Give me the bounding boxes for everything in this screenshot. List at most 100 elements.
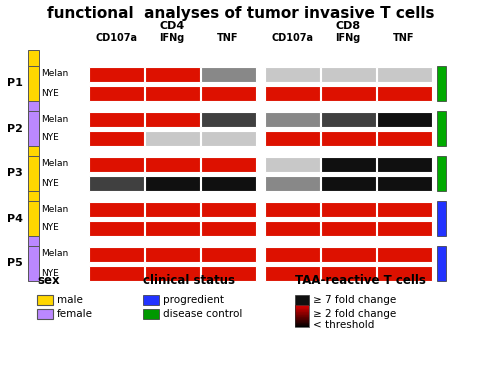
Bar (295, 321, 309, 322)
Bar (28, 230, 39, 265)
Bar (144, 265, 199, 280)
Bar (88, 247, 143, 262)
Bar (377, 175, 431, 190)
Bar (295, 325, 309, 326)
Bar (88, 66, 143, 81)
Text: < threshold: < threshold (313, 320, 374, 330)
Bar (295, 321, 309, 323)
Bar (295, 324, 309, 326)
Bar (377, 131, 431, 146)
Text: Melan: Melan (41, 159, 68, 169)
Bar (295, 324, 309, 325)
Text: disease control: disease control (163, 309, 242, 319)
Bar (437, 246, 446, 281)
Bar (200, 265, 256, 280)
Bar (295, 308, 309, 310)
Bar (144, 220, 199, 235)
Bar (200, 202, 256, 217)
Bar (377, 157, 431, 172)
Bar (437, 111, 446, 146)
Bar (377, 247, 431, 262)
Bar (144, 247, 199, 262)
Bar (28, 156, 39, 191)
Text: NYE: NYE (41, 179, 59, 187)
Bar (321, 247, 375, 262)
Bar (88, 157, 143, 172)
Bar (200, 220, 256, 235)
Text: NYE: NYE (41, 88, 59, 98)
Bar (265, 131, 319, 146)
Bar (377, 66, 431, 81)
Bar (28, 185, 39, 220)
Bar (321, 175, 375, 190)
Bar (295, 305, 309, 327)
Bar (377, 265, 431, 280)
Bar (200, 131, 256, 146)
Text: progredient: progredient (163, 295, 224, 305)
Bar (295, 315, 309, 316)
Bar (265, 202, 319, 217)
Text: Melan: Melan (41, 114, 68, 124)
Bar (88, 111, 143, 126)
Bar (144, 86, 199, 101)
Bar (265, 265, 319, 280)
Bar (321, 220, 375, 235)
Text: NYE: NYE (41, 134, 59, 142)
Bar (321, 131, 375, 146)
Bar (144, 66, 199, 81)
Bar (295, 305, 309, 306)
Bar (88, 265, 143, 280)
Bar (377, 202, 431, 217)
Bar (377, 86, 431, 101)
Bar (321, 111, 375, 126)
Text: CD8: CD8 (335, 21, 361, 31)
Bar (200, 111, 256, 126)
Bar (377, 111, 431, 126)
Bar (321, 66, 375, 81)
Bar (295, 311, 309, 312)
Bar (295, 318, 309, 319)
Bar (295, 312, 309, 313)
Bar (265, 247, 319, 262)
Bar (321, 157, 375, 172)
Bar (144, 175, 199, 190)
Text: CD107a: CD107a (95, 33, 137, 43)
Bar (144, 157, 199, 172)
Text: Melan: Melan (41, 70, 68, 78)
Bar (37, 309, 53, 319)
Bar (321, 265, 375, 280)
Text: P1: P1 (7, 78, 23, 88)
Bar (295, 322, 309, 323)
Text: functional  analyses of tumor invasive T cells: functional analyses of tumor invasive T … (47, 6, 435, 21)
Bar (377, 220, 431, 235)
Bar (88, 86, 143, 101)
Text: NYE: NYE (41, 268, 59, 278)
Bar (295, 295, 309, 305)
Bar (295, 326, 309, 327)
Text: ≥ 7 fold change: ≥ 7 fold change (313, 295, 396, 305)
Bar (200, 86, 256, 101)
Bar (143, 295, 159, 305)
Text: IFNg: IFNg (159, 33, 185, 43)
Bar (295, 310, 309, 311)
Text: IFNg: IFNg (335, 33, 361, 43)
Bar (143, 309, 159, 319)
Bar (28, 50, 39, 85)
Bar (321, 202, 375, 217)
Bar (28, 201, 39, 236)
Text: TAA-reactive T cells: TAA-reactive T cells (295, 274, 426, 287)
Bar (295, 317, 309, 318)
Text: P3: P3 (7, 169, 23, 179)
Text: P5: P5 (7, 258, 23, 268)
Bar (295, 320, 309, 321)
Bar (265, 111, 319, 126)
Bar (295, 310, 309, 311)
Bar (28, 111, 39, 146)
Bar (265, 157, 319, 172)
Bar (265, 220, 319, 235)
Bar (295, 316, 309, 317)
Bar (437, 201, 446, 236)
Bar (295, 323, 309, 324)
Text: Melan: Melan (41, 205, 68, 214)
Bar (295, 309, 309, 310)
